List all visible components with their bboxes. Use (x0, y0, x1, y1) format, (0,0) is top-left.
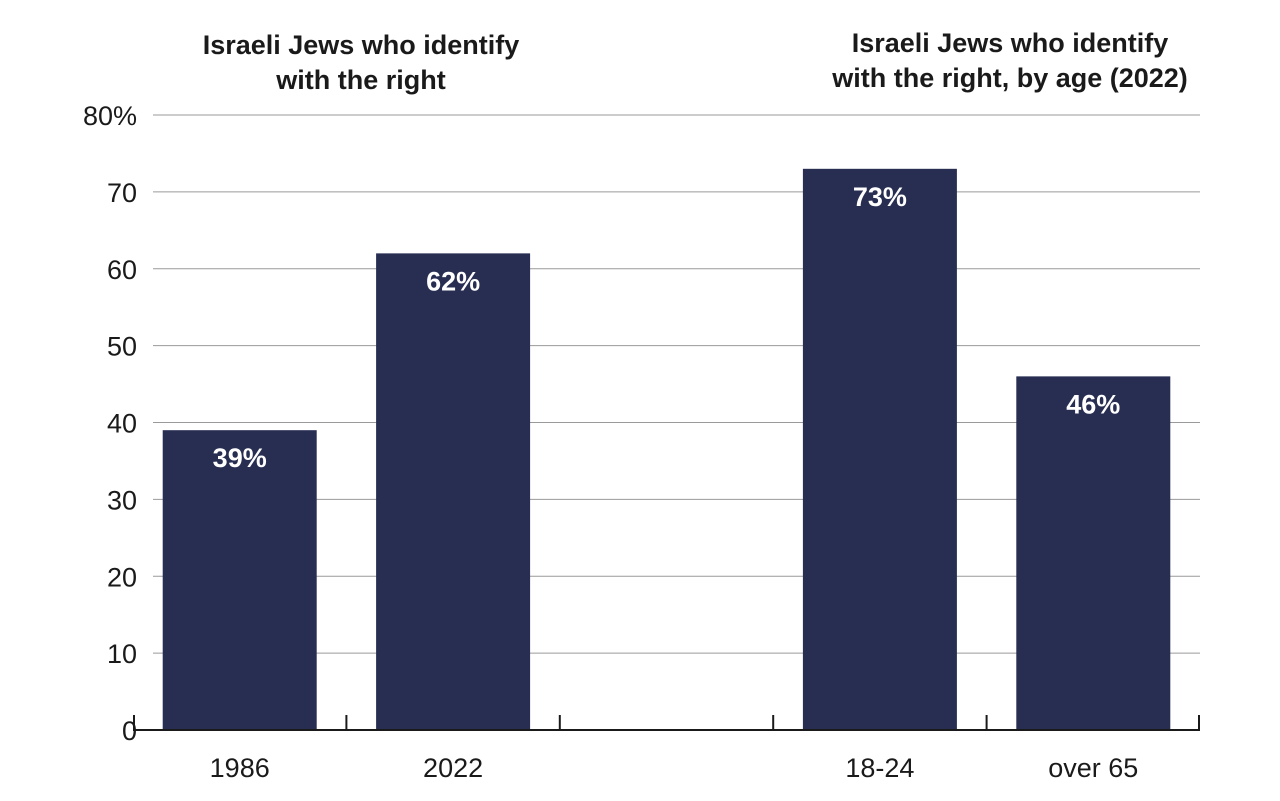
y-tick-label: 80% (83, 101, 137, 131)
bar-value-label: 46% (1066, 389, 1120, 419)
y-tick-label: 0 (122, 716, 137, 746)
y-tick-label: 20 (107, 562, 137, 592)
x-category-label: 18-24 (845, 753, 914, 783)
bar-value-label: 62% (426, 266, 480, 296)
panel-title-line: Israeli Jews who identify (852, 28, 1169, 58)
y-tick-label: 60 (107, 255, 137, 285)
y-tick-label: 70 (107, 178, 137, 208)
panel-title-line: with the right (275, 65, 445, 95)
bar (162, 430, 317, 730)
y-tick-label: 50 (107, 332, 137, 362)
x-category-label: over 65 (1048, 753, 1138, 783)
x-axis (133, 715, 1200, 731)
bars (162, 168, 1171, 730)
panel-title-line: with the right, by age (2022) (831, 63, 1188, 93)
chart-labels: 0 10 20 30 40 50 60 70 80% Israeli Jews who ident… (83, 28, 1188, 783)
y-tick-label: 40 (107, 409, 137, 439)
y-tick-label: 30 (107, 485, 137, 515)
bar (802, 168, 957, 730)
panel-title: Israeli Jews who identify with the right (203, 30, 520, 95)
bar (376, 253, 531, 730)
y-tick-label: 10 (107, 639, 137, 669)
gridlines (153, 114, 1200, 654)
bar-value-label: 39% (213, 443, 267, 473)
bar-value-label: 73% (853, 182, 907, 212)
bar (1016, 376, 1171, 730)
x-category-label: 1986 (210, 753, 270, 783)
x-category-label: 2022 (423, 753, 483, 783)
panel-title: Israeli Jews who identify with the right,… (831, 28, 1188, 93)
panel-title-line: Israeli Jews who identify (203, 30, 520, 60)
